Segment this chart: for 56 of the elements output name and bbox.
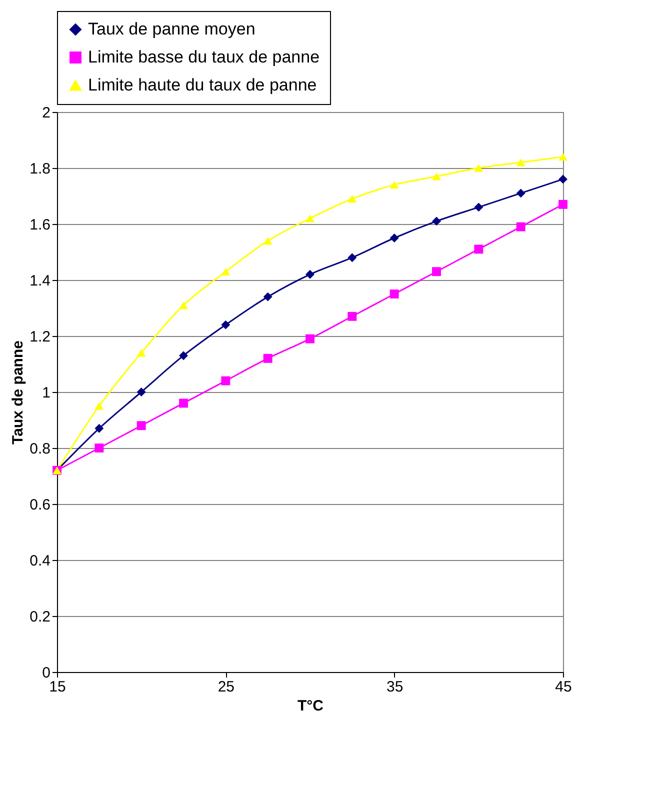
point [558,200,568,209]
y-tick-label: 0 [42,664,50,682]
x-tick-label: 45 [555,678,572,696]
point [306,334,314,344]
point [432,267,441,276]
point [348,312,357,321]
point [516,158,526,166]
y-tick-label: 0.2 [30,608,50,626]
point [390,180,399,189]
y-tick-label: 1.2 [30,328,50,346]
x-tick-label: 25 [218,678,235,696]
point [306,270,314,279]
y-tick-label: 1.4 [30,272,50,290]
point [432,172,441,180]
point [516,222,526,232]
point [136,421,146,430]
y-tick-label: 0.4 [30,552,50,570]
point [348,194,357,203]
legend-label: Limite haute du taux de panne [88,76,317,94]
point [94,424,104,433]
point [136,348,146,357]
point [94,444,104,452]
point [558,174,568,184]
x-tick-label: 35 [386,678,404,696]
point [390,290,399,298]
point [474,164,484,172]
point [558,152,568,161]
point [474,244,484,254]
point [348,253,357,262]
point [432,216,441,226]
point [221,320,230,330]
y-tick-label: 0.6 [30,496,50,514]
y-tick-label: 1.8 [30,160,50,178]
point [263,292,272,302]
point [390,234,399,242]
y-tick-label: 0.8 [30,440,50,458]
point [179,301,188,310]
point [516,188,526,198]
point [179,398,188,408]
point [263,354,272,363]
point [179,351,188,360]
y-tick-label: 1 [42,384,50,402]
point [221,376,230,386]
x-tick-label: 15 [49,678,66,696]
legend-label: Limite basse du taux de panne [88,48,320,66]
x-axis-title: T°C [298,698,324,714]
y-axis-title: Taux de panne [10,340,27,444]
point [221,268,230,276]
legend-label: Taux de panne moyen [88,20,256,38]
point [136,388,146,396]
point [94,402,104,410]
point [474,202,484,212]
y-tick-label: 2 [42,104,50,122]
y-tick-label: 1.6 [30,216,50,234]
point [263,236,272,245]
point [306,214,314,222]
